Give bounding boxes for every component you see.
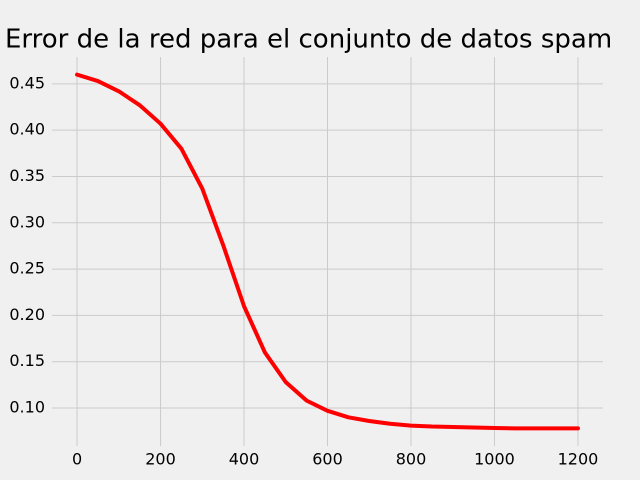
x-tick-label: 200 [145, 450, 176, 469]
x-tick-label: 600 [312, 450, 343, 469]
x-tick-label: 800 [396, 450, 427, 469]
x-tick-label: 1000 [474, 450, 515, 469]
y-tick-label: 0.40 [9, 120, 45, 139]
y-tick-label: 0.10 [9, 398, 45, 417]
x-tick-label: 400 [229, 450, 260, 469]
y-tick-label: 0.15 [9, 351, 45, 370]
y-tick-label: 0.20 [9, 305, 45, 324]
x-tick-label: 0 [72, 450, 82, 469]
y-tick-label: 0.25 [9, 259, 45, 278]
line [75, 72, 580, 431]
y-tick-label: 0.45 [9, 73, 45, 92]
y-tick-label: 0.35 [9, 166, 45, 185]
chart-title: Error de la red para el conjunto de dato… [5, 25, 612, 55]
y-tick-label: 0.30 [9, 212, 45, 231]
x-tick-label: 1200 [558, 450, 599, 469]
